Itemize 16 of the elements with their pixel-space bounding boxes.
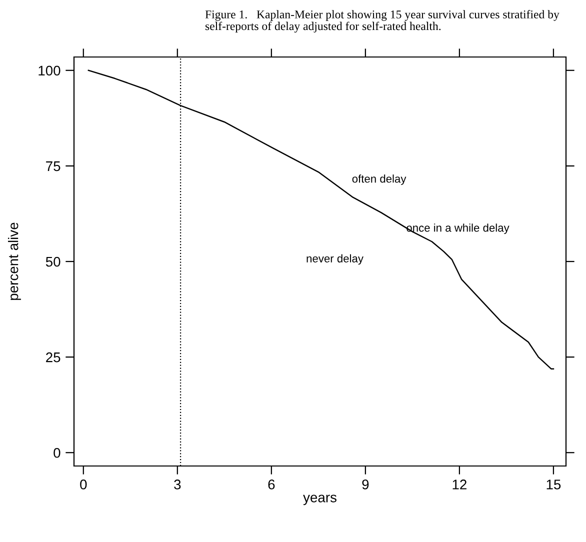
y-tick-label: 75 bbox=[46, 161, 60, 172]
x-tick-label: 12 bbox=[452, 480, 466, 490]
x-axis-title: years bbox=[303, 494, 336, 506]
y-tick-label: 0 bbox=[54, 448, 60, 458]
y-tick-label: 100 bbox=[38, 66, 60, 76]
y-tick-label: 50 bbox=[46, 256, 60, 267]
x-tick-label: 15 bbox=[546, 480, 561, 490]
annotation: never delay bbox=[306, 254, 364, 265]
y-axis-title: percent alive bbox=[8, 222, 21, 300]
annotation: often delay bbox=[352, 174, 406, 185]
x-tick-label: 0 bbox=[80, 480, 87, 490]
y-tick-label: 25 bbox=[46, 352, 60, 362]
x-tick-label: 6 bbox=[268, 480, 275, 490]
x-tick-label: 3 bbox=[174, 480, 181, 490]
chart-title: Figure 1. Kaplan-Meier plot showing 15 year survival curves stratified by self-reports of delay adjusted for self-rated health. bbox=[205, 10, 560, 33]
x-tick-label: 9 bbox=[362, 480, 369, 490]
